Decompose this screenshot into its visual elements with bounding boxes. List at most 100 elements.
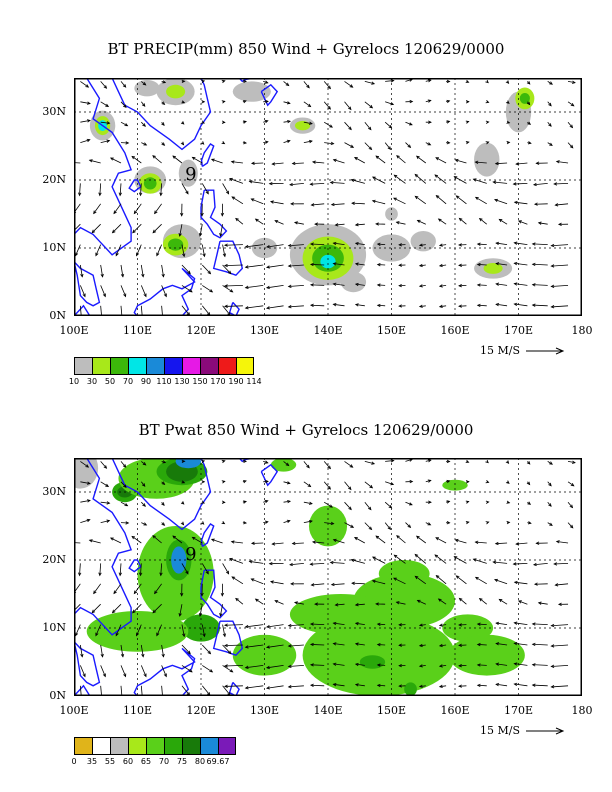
wind-vector bbox=[309, 303, 325, 307]
wind-vector bbox=[505, 480, 510, 484]
wind-vector bbox=[202, 665, 214, 673]
wind-vector bbox=[309, 283, 325, 287]
wind-vector bbox=[263, 460, 269, 464]
wind-vector bbox=[437, 598, 447, 605]
wind-vector bbox=[161, 481, 166, 486]
shaded-area bbox=[134, 80, 160, 97]
wind-vector bbox=[263, 99, 269, 104]
colorbar-swatch bbox=[74, 357, 92, 375]
wind-vector bbox=[221, 459, 226, 464]
wind-vector bbox=[221, 120, 226, 124]
wind-vector bbox=[100, 81, 108, 89]
wind-vector bbox=[198, 224, 203, 237]
wind-vector bbox=[244, 305, 264, 310]
wind-vector bbox=[223, 304, 243, 308]
wind-vector bbox=[364, 522, 373, 531]
wind-vector bbox=[80, 499, 91, 503]
wind-vector bbox=[405, 522, 412, 529]
wind-vector bbox=[476, 642, 487, 647]
wind-vector bbox=[454, 158, 467, 164]
wind-vector bbox=[435, 157, 447, 164]
wind-vector bbox=[120, 101, 127, 108]
wind-vector bbox=[425, 79, 432, 83]
coastline bbox=[200, 523, 215, 547]
wind-vector bbox=[465, 480, 470, 484]
wind-vector bbox=[396, 535, 406, 544]
wind-vector bbox=[474, 196, 487, 205]
wind-vector bbox=[557, 602, 569, 606]
wind-vector bbox=[201, 183, 209, 195]
wind-vector bbox=[376, 242, 386, 246]
wind-vector bbox=[376, 643, 386, 647]
wind-vector bbox=[200, 521, 205, 525]
wind-vector bbox=[161, 285, 167, 298]
wind-vector bbox=[385, 459, 395, 463]
shaded-area bbox=[474, 142, 500, 177]
wind-vector bbox=[393, 174, 406, 184]
wind-vector bbox=[100, 501, 111, 505]
lon-label: 120E bbox=[186, 704, 216, 717]
wind-vector bbox=[222, 264, 232, 275]
gyre-marker: 9 bbox=[185, 164, 196, 185]
wind-vector bbox=[332, 262, 345, 266]
wind-vector bbox=[191, 536, 203, 544]
shaded-area bbox=[166, 84, 186, 99]
wind-vector bbox=[438, 664, 447, 668]
wind-vector bbox=[485, 459, 489, 464]
lon-label: 160E bbox=[440, 324, 470, 337]
wind-vector bbox=[537, 221, 548, 225]
coastline bbox=[260, 83, 279, 107]
wind-vector bbox=[414, 575, 427, 585]
coastline bbox=[128, 559, 142, 573]
wind-vector bbox=[115, 624, 122, 637]
wind-vector bbox=[263, 479, 269, 484]
wind-vector bbox=[244, 264, 264, 269]
wind-vector bbox=[180, 121, 185, 125]
wind-vector bbox=[221, 480, 226, 484]
wind-vector bbox=[263, 520, 269, 524]
wind-vector bbox=[291, 541, 304, 546]
wind-vector bbox=[495, 642, 508, 646]
wind-vector bbox=[201, 500, 205, 504]
wind-vector bbox=[398, 283, 406, 288]
wind-vector bbox=[136, 624, 142, 637]
wind-vector bbox=[100, 264, 104, 278]
wind-vector bbox=[283, 120, 292, 124]
wind-vector bbox=[555, 540, 569, 544]
wind-vector bbox=[242, 500, 247, 504]
wind-vector bbox=[242, 100, 247, 104]
wind-vector bbox=[453, 556, 467, 564]
wind-vector bbox=[376, 663, 386, 667]
wind-vector bbox=[344, 481, 352, 491]
wind-vector bbox=[324, 141, 335, 146]
wind-vector bbox=[181, 644, 191, 655]
wind-vector bbox=[181, 244, 186, 258]
wind-vector bbox=[535, 161, 548, 165]
wind-vector bbox=[223, 684, 243, 688]
colorbar-label: 70 bbox=[122, 377, 134, 386]
lon-label: 110E bbox=[122, 704, 153, 717]
wind-vector bbox=[344, 121, 352, 131]
wind-vector bbox=[120, 264, 125, 278]
wind-vector bbox=[161, 142, 166, 146]
wind-vector bbox=[513, 580, 528, 585]
wind-vector bbox=[425, 459, 432, 463]
wind-vector bbox=[111, 223, 122, 234]
wind-vector bbox=[506, 500, 511, 504]
gyre-marker: 9 bbox=[185, 544, 196, 565]
wind-vector bbox=[418, 643, 426, 648]
wind-vector bbox=[354, 642, 365, 646]
wind-vector bbox=[332, 662, 345, 666]
wind-vector bbox=[454, 538, 467, 544]
wind-vector bbox=[555, 160, 569, 164]
wind-vector bbox=[458, 304, 467, 308]
wind-vector bbox=[223, 263, 243, 268]
colorbar-swatch bbox=[182, 357, 200, 375]
wind-vector bbox=[223, 643, 243, 648]
lat-label: 0N bbox=[49, 309, 66, 322]
wind-vector bbox=[446, 141, 451, 145]
lon-label: 100E bbox=[59, 704, 89, 717]
wind-vector bbox=[79, 285, 86, 298]
wind-vector bbox=[531, 262, 548, 267]
coastline bbox=[74, 78, 133, 256]
